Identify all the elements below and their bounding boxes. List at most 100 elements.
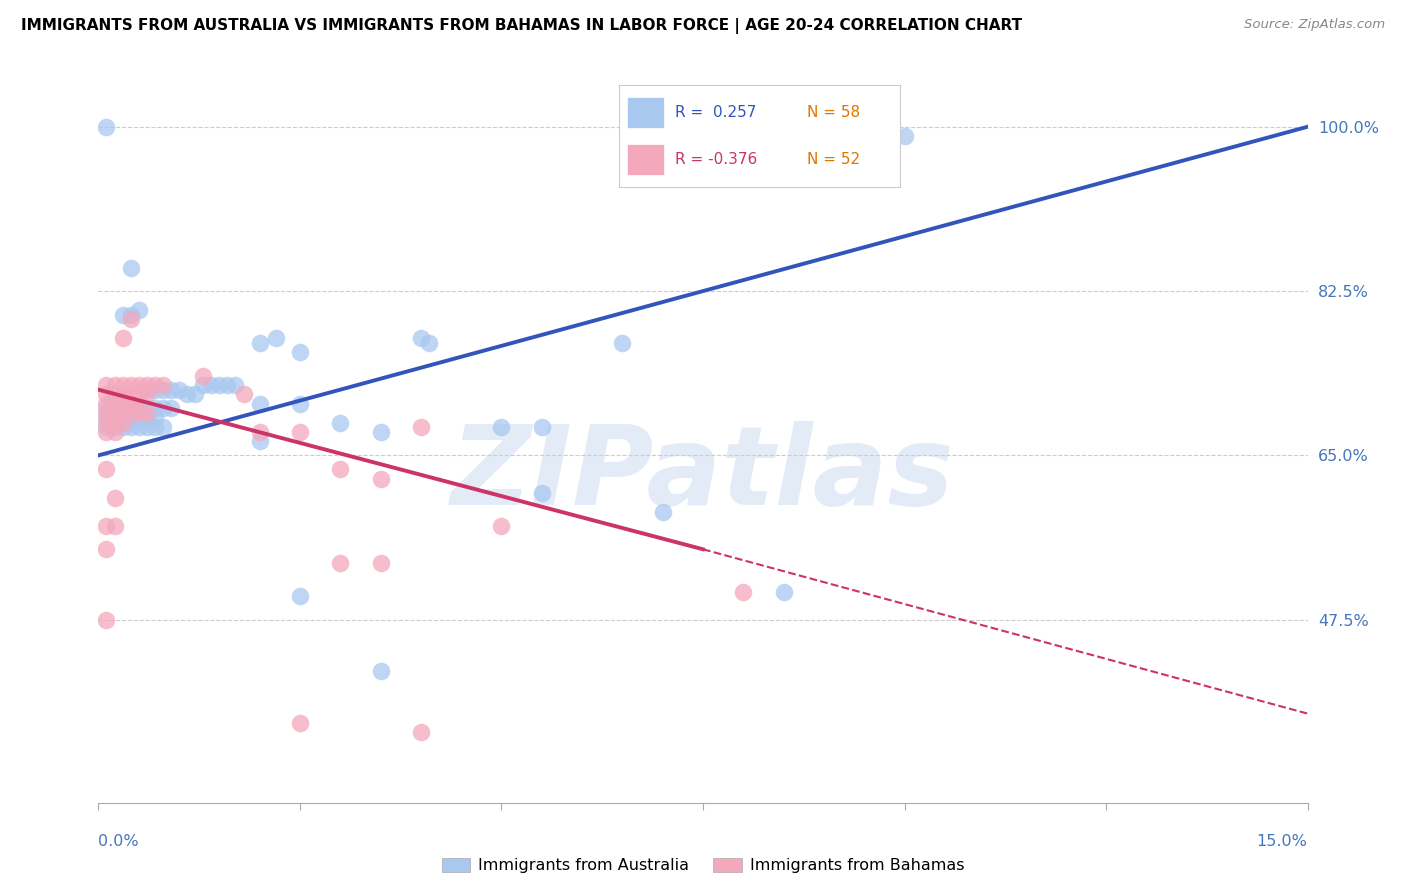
Point xyxy=(200,378,222,392)
Point xyxy=(143,383,166,397)
Point xyxy=(128,378,150,392)
Point xyxy=(249,335,271,350)
Point xyxy=(120,397,142,411)
Point xyxy=(128,406,150,420)
Text: 0.0%: 0.0% xyxy=(98,834,139,849)
Point xyxy=(135,410,157,425)
Point xyxy=(120,401,142,416)
Point xyxy=(418,335,440,350)
Text: N = 52: N = 52 xyxy=(807,153,860,167)
Point xyxy=(128,410,150,425)
Point xyxy=(103,397,125,411)
Point xyxy=(370,472,392,486)
Point xyxy=(288,397,311,411)
Point xyxy=(651,505,673,519)
Point xyxy=(120,312,142,326)
Point xyxy=(370,557,392,571)
Point xyxy=(409,331,432,345)
Point xyxy=(135,401,157,416)
Point xyxy=(160,383,183,397)
Point xyxy=(288,345,311,359)
Point xyxy=(111,420,134,434)
Point xyxy=(329,557,352,571)
Point xyxy=(128,401,150,416)
Point xyxy=(120,308,142,322)
Point xyxy=(128,302,150,317)
Point xyxy=(143,401,166,416)
Point xyxy=(167,383,190,397)
Legend: Immigrants from Australia, Immigrants from Bahamas: Immigrants from Australia, Immigrants fr… xyxy=(434,851,972,880)
Point xyxy=(249,397,271,411)
Point xyxy=(288,425,311,439)
Point xyxy=(193,378,215,392)
Point xyxy=(143,420,166,434)
Point xyxy=(612,335,634,350)
Point xyxy=(96,387,118,401)
Point xyxy=(249,434,271,449)
Point xyxy=(103,420,125,434)
Point xyxy=(96,401,118,416)
Point xyxy=(135,383,157,397)
Point xyxy=(103,378,125,392)
Point xyxy=(96,397,118,411)
Point xyxy=(143,410,166,425)
Text: Source: ZipAtlas.com: Source: ZipAtlas.com xyxy=(1244,18,1385,31)
Point xyxy=(193,368,215,383)
Point xyxy=(96,416,118,430)
Point xyxy=(103,406,125,420)
Point xyxy=(530,486,553,500)
Point xyxy=(103,416,125,430)
Point xyxy=(288,716,311,731)
FancyBboxPatch shape xyxy=(627,145,664,175)
Point xyxy=(184,387,207,401)
Point xyxy=(143,378,166,392)
Point xyxy=(96,462,118,476)
Point xyxy=(370,665,392,679)
Point xyxy=(96,120,118,134)
Point xyxy=(409,725,432,739)
Point xyxy=(111,401,134,416)
Point xyxy=(103,518,125,533)
Point xyxy=(120,387,142,401)
Point xyxy=(103,387,125,401)
Point xyxy=(111,410,134,425)
Point xyxy=(111,397,134,411)
Point xyxy=(135,406,157,420)
Point xyxy=(111,308,134,322)
Point xyxy=(111,387,134,401)
Point xyxy=(103,425,125,439)
Point xyxy=(120,406,142,420)
Point xyxy=(111,406,134,420)
Text: IMMIGRANTS FROM AUSTRALIA VS IMMIGRANTS FROM BAHAMAS IN LABOR FORCE | AGE 20-24 : IMMIGRANTS FROM AUSTRALIA VS IMMIGRANTS … xyxy=(21,18,1022,34)
Point xyxy=(232,387,254,401)
Point xyxy=(96,378,118,392)
Text: R = -0.376: R = -0.376 xyxy=(675,153,756,167)
Point xyxy=(176,387,198,401)
Point xyxy=(208,378,231,392)
Text: ZIPatlas: ZIPatlas xyxy=(451,421,955,528)
Point xyxy=(96,406,118,420)
Text: 15.0%: 15.0% xyxy=(1257,834,1308,849)
Point xyxy=(152,383,174,397)
Point xyxy=(111,378,134,392)
Point xyxy=(152,420,174,434)
Point xyxy=(120,260,142,275)
Point xyxy=(96,542,118,557)
Point xyxy=(103,401,125,416)
Point xyxy=(893,129,915,144)
Point xyxy=(217,378,239,392)
Point xyxy=(288,589,311,603)
Point xyxy=(96,518,118,533)
Point xyxy=(329,416,352,430)
Point xyxy=(491,518,513,533)
Point xyxy=(135,378,157,392)
Point xyxy=(96,420,118,434)
Point xyxy=(128,397,150,411)
Point xyxy=(772,584,794,599)
Point xyxy=(491,420,513,434)
Point xyxy=(111,416,134,430)
Point xyxy=(120,410,142,425)
Point xyxy=(329,462,352,476)
Point xyxy=(224,378,246,392)
FancyBboxPatch shape xyxy=(627,97,664,128)
